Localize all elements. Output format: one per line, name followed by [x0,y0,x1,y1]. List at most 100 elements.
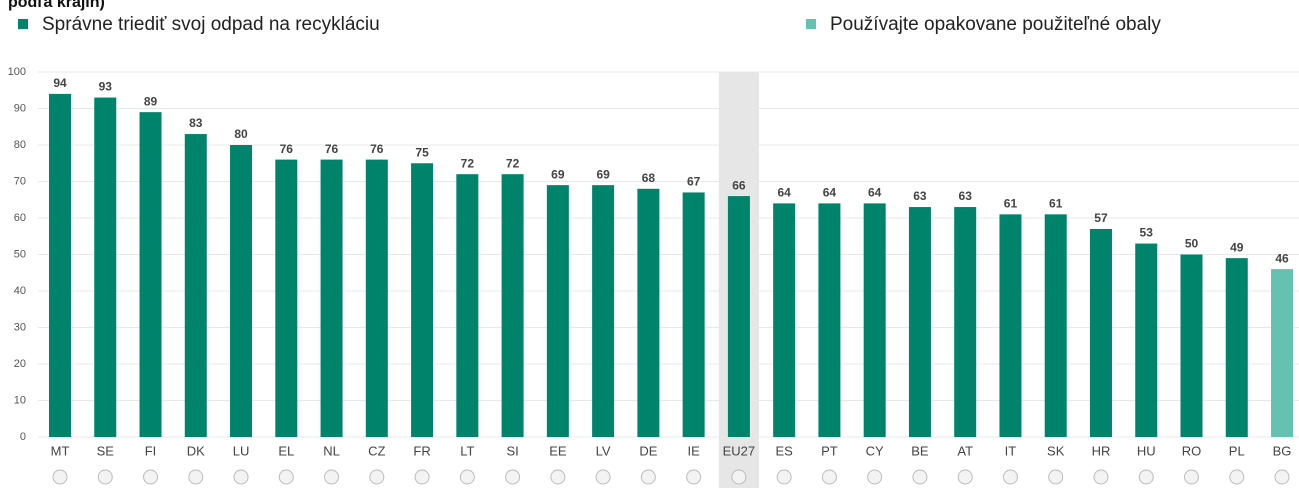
bar [637,188,660,437]
y-tick-label: 10 [14,394,26,406]
x-tick-label: PL [1229,443,1245,458]
x-tick-label: BG [1273,443,1292,458]
bar [1225,258,1248,437]
bar [275,159,298,437]
x-tick-label: EE [549,443,567,458]
bar [908,207,931,437]
x-tick-label: SK [1047,443,1065,458]
x-tick-label: FR [413,443,430,458]
y-tick-label: 20 [14,358,26,370]
bar [411,163,434,437]
flag-icon [188,469,204,485]
flag-icon [233,469,249,485]
value-label: 69 [551,167,565,181]
value-label: 83 [189,116,203,130]
flag-icon [776,469,792,485]
bar [456,174,479,437]
x-tick-label: ES [775,443,793,458]
legend-label: Používajte opakovane použiteľné obaly [830,14,1161,35]
x-tick-label: IT [1005,443,1017,458]
flag-icon [143,469,159,485]
bar [773,203,796,437]
flag-icon [595,469,611,485]
y-tick-label: 40 [14,285,26,297]
flag-icon [912,469,928,485]
value-label: 75 [415,145,429,159]
x-tick-label: BE [911,443,929,458]
flag-icon [97,469,113,485]
x-tick-label: NL [323,443,340,458]
bar [139,112,162,438]
y-tick-label: 90 [14,102,26,114]
x-tick-label: SE [97,443,115,458]
x-tick-label: RO [1182,443,1202,458]
x-tick-label: EL [278,443,294,458]
flag-icon [459,469,475,485]
flag-icon [1229,469,1245,485]
bar [1044,214,1067,437]
value-label: 76 [280,142,294,156]
value-label: 89 [144,94,158,108]
value-label: 63 [913,189,927,203]
bar [863,203,886,437]
flag-icon [550,469,566,485]
y-tick-label: 80 [14,139,26,151]
value-label: 61 [1004,197,1018,211]
flag-icon [324,469,340,485]
value-label: 50 [1185,237,1199,251]
flag-icon [1274,469,1290,485]
value-label: 61 [1049,197,1063,211]
value-label: 64 [868,186,882,200]
flag-icon [640,469,656,485]
value-label: 69 [596,167,610,181]
value-label: 57 [1094,211,1108,225]
value-label: 64 [823,186,837,200]
bar [365,159,388,437]
flag-icon [1138,469,1154,485]
value-label: 68 [642,171,656,185]
bar [1271,269,1294,437]
x-tick-label: DK [187,443,205,458]
bar [230,145,253,437]
value-label: 66 [732,178,746,192]
value-label: 93 [99,80,113,94]
bar [546,185,569,437]
x-tick-label: LV [596,443,611,458]
flag-icon [1048,469,1064,485]
value-label: 94 [53,76,67,90]
flag-icon [957,469,973,485]
flag-icon [278,469,294,485]
value-label: 76 [370,142,384,156]
value-label: 76 [325,142,339,156]
value-label: 53 [1140,226,1154,240]
y-tick-label: 50 [14,248,26,260]
y-tick-label: 100 [8,66,26,78]
bar [592,185,615,437]
bar [999,214,1022,437]
x-tick-label: IE [687,443,700,458]
flag-icon [821,469,837,485]
value-label: 46 [1275,251,1289,265]
flag-icon [1002,469,1018,485]
flag-icon [369,469,385,485]
flag-icon [1184,469,1199,485]
x-tick-label: AT [957,443,973,458]
flag-icon [414,469,430,485]
bar [818,203,841,437]
bar [1180,254,1203,437]
x-tick-label: LU [233,443,250,458]
x-tick-label: CZ [368,443,385,458]
value-label: 63 [959,189,973,203]
flag-icon [731,469,747,485]
chart-title: podľa krajín) [8,0,105,11]
bar [320,159,343,437]
x-tick-label: CY [866,443,884,458]
value-label: 49 [1230,240,1244,254]
flag-icon [686,469,702,485]
flag-icon [1093,469,1109,485]
legend-swatch [18,19,28,29]
bar [954,207,977,437]
x-tick-label: PT [821,443,838,458]
x-tick-label: LT [460,443,474,458]
